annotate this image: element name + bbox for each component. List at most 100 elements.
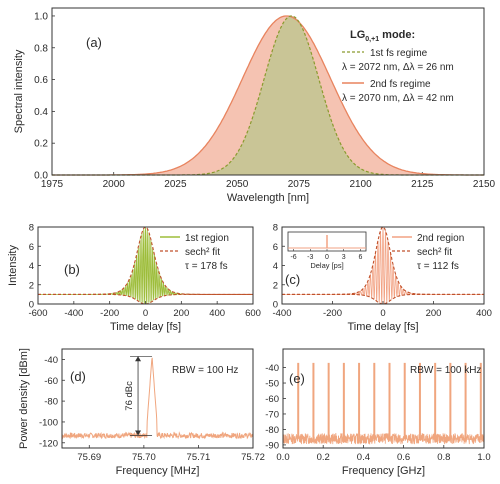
y-tick-label: -90 bbox=[265, 440, 279, 451]
x-tick-label: 2025 bbox=[164, 179, 187, 190]
x-axis-label: Time delay [fs] bbox=[110, 321, 181, 333]
annotation-label: 76 dBc bbox=[124, 381, 135, 411]
y-tick-label: 0.4 bbox=[34, 107, 48, 118]
legend-entry-1st-fs-regime: 1st fs regime bbox=[370, 48, 428, 59]
legend-entry-fit: sech² fit bbox=[417, 247, 452, 258]
y-tick-label: -50 bbox=[265, 379, 279, 390]
legend-entry-2nd-fs-regime: 2nd fs regime bbox=[370, 79, 431, 90]
x-tick-label: 75.69 bbox=[77, 452, 101, 463]
panel-label: (a) bbox=[86, 35, 102, 50]
y-axis-label: Spectral intensity bbox=[13, 49, 25, 133]
x-tick-label: 0.6 bbox=[397, 452, 410, 463]
x-tick-label: 400 bbox=[476, 308, 492, 319]
y-axis-label: Intensity bbox=[7, 245, 19, 286]
x-tick-label: 2075 bbox=[288, 179, 311, 190]
plot-frame bbox=[61, 348, 254, 449]
x-axis-label: Time delay [fs] bbox=[347, 321, 418, 333]
y-tick-label: -80 bbox=[44, 397, 58, 408]
y-tick-label: 8 bbox=[273, 223, 278, 234]
panel-d-rf-spectrum: 75.69 75.70 75.71 75.72 -120 -100 -80 -60 -40 Fre… bbox=[18, 348, 265, 477]
panel-b-autocorrelation: -600 -400 -200 0 200 400 600 0 2 4 6 8 Time delay [f… bbox=[7, 223, 261, 334]
y-tick-label: 1.0 bbox=[34, 11, 48, 22]
y-tick-label: 2 bbox=[29, 280, 34, 291]
x-tick-label: 1.0 bbox=[477, 452, 490, 463]
x-axis-label: Frequency [MHz] bbox=[116, 465, 200, 477]
x-tick-label: -200 bbox=[100, 308, 119, 319]
legend-entry-fit: sech² fit bbox=[185, 247, 220, 258]
panel-e-rf-comb: 0.0 0.2 0.4 0.6 0.8 1.0 -90 -80 -70 -60 -50 -40 Freq… bbox=[265, 348, 491, 477]
x-tick-label: 0 bbox=[380, 308, 385, 319]
x-tick-label: -400 bbox=[272, 308, 291, 319]
x-tick-label: 2125 bbox=[411, 179, 434, 190]
x-tick-label: 2050 bbox=[226, 179, 249, 190]
x-tick-label: 2000 bbox=[103, 179, 126, 190]
x-tick-label: 0 bbox=[143, 308, 148, 319]
panel-label: (c) bbox=[285, 272, 300, 287]
rbw-label: RBW = 100 Hz bbox=[172, 365, 238, 376]
x-tick-label: 75.72 bbox=[241, 452, 265, 463]
x-tick-label: 0.8 bbox=[437, 452, 450, 463]
plot-frame bbox=[37, 226, 254, 305]
panel-label: (b) bbox=[64, 262, 80, 277]
y-tick-label: -100 bbox=[39, 417, 58, 428]
x-axis-label: Frequency [GHz] bbox=[342, 465, 425, 477]
y-tick-label: 2 bbox=[273, 280, 278, 291]
y-tick-label: 0.8 bbox=[34, 43, 48, 54]
x-tick-label: -400 bbox=[64, 308, 83, 319]
sech2-fit-upper bbox=[282, 226, 484, 295]
y-tick-label: 8 bbox=[29, 223, 34, 234]
y-tick-label: 0 bbox=[29, 300, 34, 311]
x-tick-label: 0.0 bbox=[276, 452, 289, 463]
panel-label: (d) bbox=[70, 369, 86, 384]
x-tick-label: 2100 bbox=[349, 179, 372, 190]
tau-label: τ = 112 fs bbox=[417, 261, 459, 272]
y-tick-label: -60 bbox=[44, 376, 58, 387]
tau-label: τ = 178 fs bbox=[185, 261, 228, 272]
panel-label: (e) bbox=[289, 371, 305, 386]
x-tick-label: 600 bbox=[245, 308, 261, 319]
y-tick-label: 4 bbox=[273, 261, 278, 272]
x-tick-label: 2150 bbox=[473, 179, 496, 190]
x-axis-label: Wavelength [nm] bbox=[227, 192, 309, 204]
annotation-arrow-head-bottom bbox=[135, 430, 142, 436]
series-1st-fs-regime-fill bbox=[52, 16, 484, 175]
y-tick-label: -40 bbox=[44, 355, 58, 366]
y-tick-label: 4 bbox=[29, 261, 34, 272]
y-tick-label: 0.0 bbox=[34, 171, 48, 182]
plot-frame bbox=[281, 226, 485, 305]
inset-tick-label: 6 bbox=[358, 254, 362, 261]
inset: -6 -3 0 3 6 Delay [ps] bbox=[287, 231, 367, 270]
panel-c-autocorrelation: -400 -200 0 200 400 0 2 4 6 8 Time delay [fs] (c) 2n… bbox=[272, 223, 491, 334]
plot-frame bbox=[282, 348, 485, 449]
inset-tick-label: -3 bbox=[307, 254, 313, 261]
legend-note-2nd-fs-regime: λ = 2070 nm, Δλ = 42 nm bbox=[342, 93, 454, 104]
y-tick-label: 6 bbox=[29, 242, 34, 253]
rf-trace bbox=[61, 357, 254, 440]
legend-entry-region: 2nd region bbox=[417, 233, 464, 244]
x-tick-label: 1975 bbox=[41, 179, 64, 190]
rbw-label: RBW = 100 kHz bbox=[410, 365, 481, 376]
y-axis-label: Power density [dBm] bbox=[18, 348, 30, 449]
y-tick-label: -120 bbox=[39, 438, 58, 449]
legend: LG0,+1 mode: 1st fs regime λ = 2072 nm, Δλ… bbox=[342, 29, 454, 104]
legend-note-1st-fs-regime: λ = 2072 nm, Δλ = 26 nm bbox=[342, 62, 454, 73]
annotation-arrow-head-top bbox=[135, 356, 142, 362]
x-tick-label: 200 bbox=[426, 308, 442, 319]
y-tick-label: -70 bbox=[265, 409, 279, 420]
plot-frame bbox=[51, 7, 485, 176]
inset-tick-label: 3 bbox=[342, 254, 346, 261]
inset-tick-label: 0 bbox=[325, 254, 329, 261]
y-tick-label: 0.6 bbox=[34, 75, 48, 86]
legend-entry-region: 1st region bbox=[185, 233, 229, 244]
inset-xlabel: Delay [ps] bbox=[310, 261, 343, 270]
inset-tick-label: -6 bbox=[290, 254, 296, 261]
x-tick-label: 75.71 bbox=[187, 452, 211, 463]
x-tick-label: 0.4 bbox=[357, 452, 370, 463]
y-tick-label: -40 bbox=[265, 363, 279, 374]
x-tick-label: 75.70 bbox=[132, 452, 156, 463]
y-tick-label: -60 bbox=[265, 394, 279, 405]
noise-floor-trace bbox=[282, 431, 485, 445]
sech2-fit-lower bbox=[38, 293, 253, 305]
x-tick-label: 400 bbox=[209, 308, 225, 319]
